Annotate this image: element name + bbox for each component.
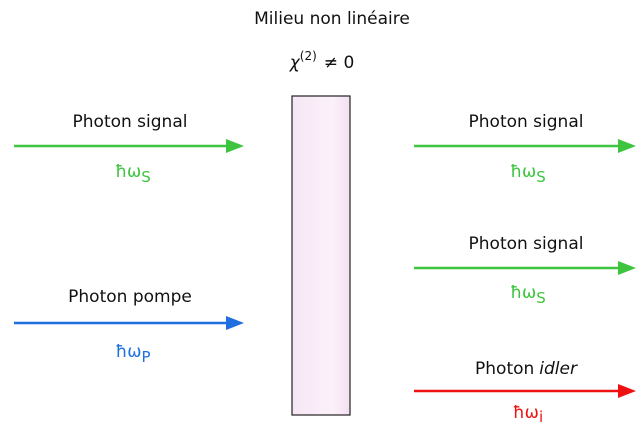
photon-energy: ħωi	[513, 403, 543, 425]
photon-label: Photon idler	[475, 359, 578, 379]
photon-label: Photon signal	[469, 112, 584, 132]
photon-energy: ħωS	[510, 283, 546, 307]
crystal	[291, 95, 351, 416]
arrowhead	[618, 261, 636, 275]
title: Milieu non linéaire	[254, 9, 410, 29]
arrowhead	[618, 384, 636, 398]
photon-energy: ħωS	[115, 162, 151, 186]
photon-label: Photon pompe	[68, 287, 192, 307]
arrowhead	[618, 139, 636, 153]
arrowhead	[226, 316, 244, 330]
photon-label: Photon signal	[469, 234, 584, 254]
photon-energy: ħωP	[115, 342, 150, 366]
susceptibility: χ(2) ≠ 0	[289, 49, 355, 73]
arrowhead	[226, 139, 244, 153]
photon-energy: ħωS	[510, 162, 546, 186]
photon-label: Photon signal	[73, 112, 188, 132]
